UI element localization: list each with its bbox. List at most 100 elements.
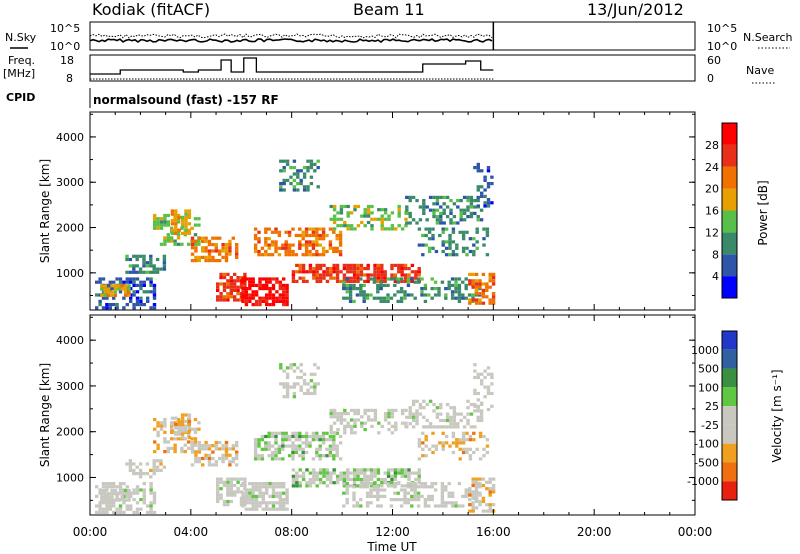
echo-cell — [277, 230, 282, 234]
echo-cell — [472, 249, 476, 254]
echo-cell — [462, 211, 467, 215]
echo-cell — [363, 428, 367, 432]
echo-cell — [308, 484, 313, 488]
echo-cell — [218, 249, 222, 253]
echo-cell — [451, 450, 456, 455]
echo-cell — [447, 501, 451, 505]
echo-cell — [403, 279, 408, 283]
echo-cell — [304, 243, 309, 247]
echo-cell — [193, 233, 198, 237]
echo-cell — [306, 188, 310, 192]
echo-cell — [452, 215, 457, 219]
echo-cell — [174, 209, 178, 213]
echo-cell — [265, 491, 269, 495]
echo-cell — [335, 454, 339, 458]
echo-cell — [292, 395, 297, 399]
echo-cell — [363, 408, 367, 412]
echo-cell — [321, 233, 326, 238]
echo-cell — [125, 254, 129, 258]
echo-cell — [491, 292, 496, 296]
echo-cell — [416, 280, 421, 284]
echo-cell — [236, 279, 240, 283]
echo-cell — [284, 431, 288, 435]
echo-cell — [451, 434, 456, 439]
echo-cell — [359, 498, 363, 502]
echo-cell — [142, 280, 146, 284]
echo-cell — [270, 450, 275, 455]
echo-cell — [204, 236, 208, 240]
echo-cell — [239, 477, 244, 481]
echo-cell — [474, 301, 479, 305]
echo-cell — [115, 494, 119, 498]
echo-cell — [343, 220, 347, 225]
echo-cell — [298, 444, 302, 448]
echo-cell — [118, 290, 123, 294]
velocity-colorbar-tick: -100 — [694, 438, 719, 451]
echo-cell — [332, 217, 337, 221]
echo-cell — [312, 276, 316, 280]
echo-cell — [397, 211, 401, 215]
echo-cell — [261, 299, 265, 303]
echo-cell — [386, 471, 391, 475]
echo-cell — [424, 233, 428, 238]
echo-cell — [298, 468, 302, 472]
echo-cell — [289, 366, 293, 370]
echo-cell — [295, 263, 299, 267]
echo-cell — [291, 249, 295, 254]
echo-cell — [389, 504, 394, 508]
echo-cell — [468, 503, 472, 507]
echo-cell — [449, 221, 453, 225]
echo-cell — [345, 296, 349, 300]
echo-cell — [397, 468, 401, 472]
echo-cell — [461, 246, 466, 250]
echo-cell — [294, 431, 299, 435]
echo-cell — [275, 501, 279, 505]
echo-cell — [139, 287, 143, 291]
echo-cell — [222, 285, 227, 289]
echo-cell — [458, 441, 462, 445]
echo-cell — [332, 227, 337, 231]
echo-cell — [187, 440, 191, 444]
echo-cell — [397, 224, 401, 228]
echo-cell — [306, 169, 310, 173]
echo-cell — [301, 450, 305, 455]
echo-cell — [291, 434, 295, 439]
echo-cell — [267, 444, 271, 448]
echo-cell — [177, 432, 181, 436]
echo-cell — [356, 263, 360, 267]
echo-cell — [444, 246, 449, 250]
velocity-colorbar-tick: 25 — [705, 400, 719, 413]
echo-cell — [271, 296, 276, 300]
echo-cell — [415, 399, 419, 403]
echo-cell — [363, 474, 367, 478]
echo-cell — [407, 468, 411, 472]
echo-cell — [440, 498, 445, 502]
echo-cell — [414, 273, 418, 277]
echo-cell — [254, 504, 259, 508]
echo-cell — [383, 276, 387, 280]
echo-cell — [101, 482, 106, 486]
echo-cell — [458, 438, 462, 442]
velocity-colorbar-tick: -25 — [701, 419, 719, 432]
echo-cell — [338, 237, 343, 241]
echo-cell — [366, 263, 370, 267]
echo-cell — [478, 483, 482, 488]
echo-cell — [291, 273, 296, 277]
echo-cell — [413, 280, 417, 284]
echo-cell — [122, 296, 126, 300]
echo-cell — [435, 425, 440, 429]
echo-cell — [226, 477, 230, 481]
echo-cell — [338, 249, 343, 254]
echo-cell — [349, 279, 353, 283]
echo-cell — [423, 283, 428, 287]
echo-cell — [332, 220, 337, 225]
echo-cell — [204, 453, 208, 457]
echo-cell — [110, 290, 114, 294]
echo-cell — [184, 413, 188, 417]
echo-cell — [448, 444, 452, 448]
echo-cell — [417, 477, 421, 482]
echo-cell — [241, 491, 245, 495]
echo-cell — [318, 263, 323, 267]
echo-cell — [296, 175, 300, 179]
echo-cell — [279, 382, 283, 386]
